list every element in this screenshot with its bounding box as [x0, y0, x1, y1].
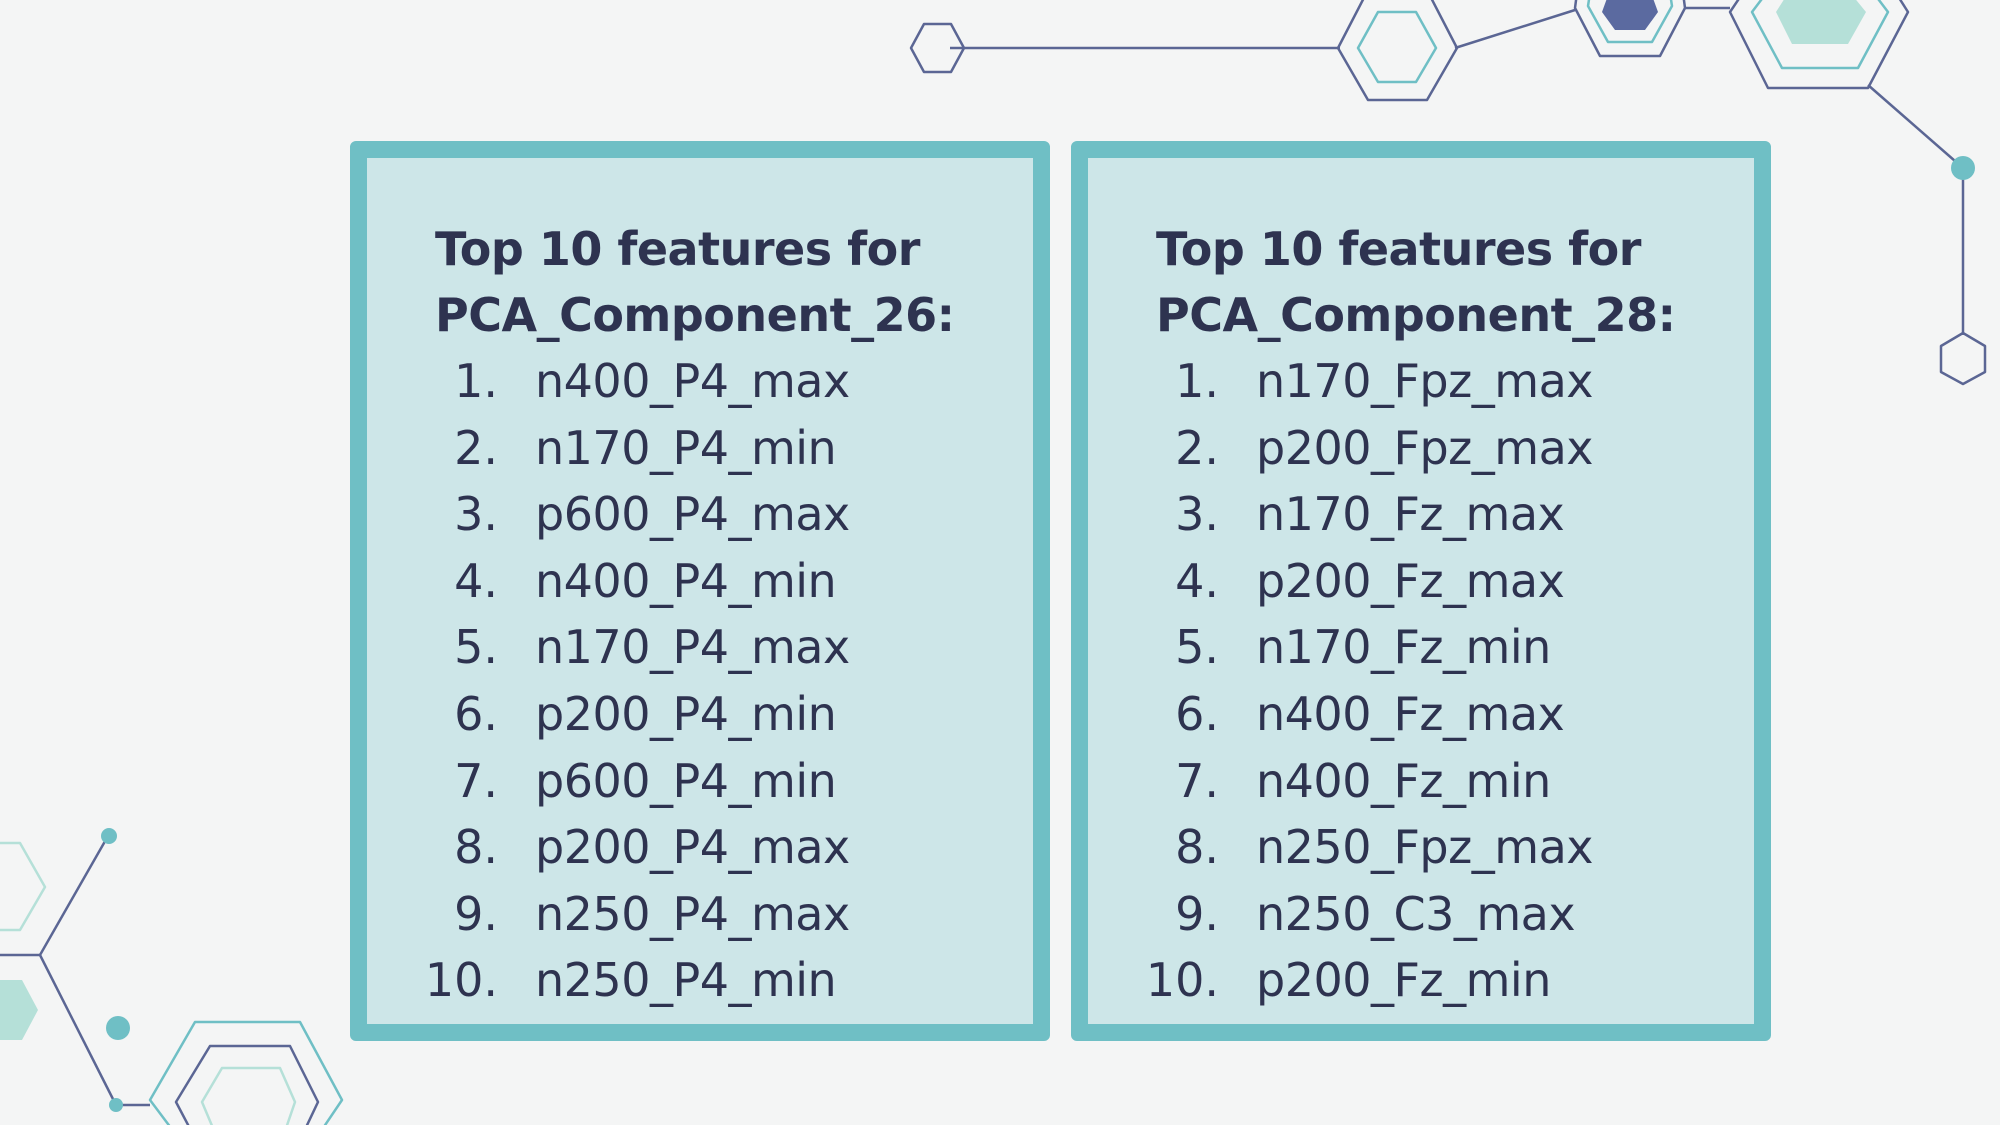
list-item-text: p200_P4_min	[535, 686, 837, 741]
list-item-text: p200_P4_max	[535, 820, 850, 875]
small-hexagon-icon	[1939, 331, 1987, 386]
list-item-number: 10.	[1145, 953, 1219, 1008]
list-item-number: 6.	[454, 686, 498, 741]
list-item-number: 2.	[454, 420, 498, 475]
card-title: Top 10 features for PCA_Component_26:	[435, 216, 955, 348]
feature-card-component-26: Top 10 features for PCA_Component_26: 1.…	[350, 141, 1050, 1041]
list-item-text: n170_P4_max	[535, 620, 850, 675]
list-item-text: n400_P4_max	[535, 354, 850, 408]
list-item-text: p600_P4_min	[535, 753, 837, 808]
list-item-number: 1.	[454, 354, 498, 408]
card-title-line-2: PCA_Component_26:	[435, 288, 955, 342]
list-item-text: n170_Fpz_max	[1256, 354, 1593, 408]
list-item-text: p200_Fpz_max	[1256, 420, 1594, 475]
hexagon-icon	[1356, 10, 1438, 84]
node-dot-icon	[101, 828, 117, 844]
list-item-number: 10.	[424, 953, 498, 1008]
filled-hexagon-icon	[1776, 0, 1866, 44]
hexagon-network-bottom-left	[0, 828, 344, 1125]
hexagon-icon	[1573, 0, 1687, 58]
list-item-text: n250_Fpz_max	[1256, 820, 1593, 875]
list-item-number: 4.	[454, 553, 498, 608]
hexagon-icon	[174, 1044, 320, 1125]
list-item-number: 9.	[454, 886, 498, 941]
list-item-number: 5.	[1175, 620, 1219, 675]
filled-hexagon-icon	[0, 980, 38, 1040]
list-item-number: 4.	[1175, 553, 1219, 608]
list-item-number: 8.	[454, 820, 498, 875]
small-hexagon-icon	[909, 22, 966, 74]
list-item-text: n400_Fz_max	[1256, 686, 1565, 741]
card-title-line-2: PCA_Component_28:	[1156, 288, 1676, 342]
list-item-number: 9.	[1175, 886, 1219, 941]
list-item-text: n250_C3_max	[1256, 886, 1576, 941]
hexagon-network-top-right	[909, 0, 1987, 386]
hexagon-icon	[200, 1066, 297, 1125]
feature-card-component-28: Top 10 features for PCA_Component_28: 1.…	[1071, 141, 1771, 1041]
card-title-line-1: Top 10 features for	[1156, 222, 1641, 276]
hexagon-icon	[1336, 0, 1459, 102]
list-item-number: 7.	[1175, 753, 1219, 808]
list-item-text: p200_Fz_max	[1256, 553, 1565, 608]
list-item-number: 1.	[1175, 354, 1219, 408]
list-item-number: 7.	[454, 753, 498, 808]
hexagon-icon	[148, 1020, 344, 1125]
hexagon-icon	[1750, 0, 1890, 70]
list-item-text: n250_P4_max	[535, 886, 850, 941]
list-item-number: 5.	[454, 620, 498, 675]
list-item-number: 2.	[1175, 420, 1219, 475]
card-title-line-1: Top 10 features for	[435, 222, 920, 276]
hexagon-icon	[0, 841, 47, 932]
list-item-text: p600_P4_max	[535, 487, 850, 542]
list-item-text: n400_P4_min	[535, 553, 837, 608]
list-item-text: n170_Fz_max	[1256, 487, 1565, 542]
node-dot-icon	[106, 1016, 130, 1040]
hexagon-icon	[1586, 0, 1674, 44]
list-item-number: 6.	[1175, 686, 1219, 741]
filled-hexagon-icon	[1602, 0, 1658, 30]
list-item-text: p200_Fz_min	[1256, 953, 1551, 1008]
card-title: Top 10 features for PCA_Component_28:	[1156, 216, 1676, 348]
list-item-number: 3.	[454, 487, 498, 542]
hexagon-icon	[1728, 0, 1910, 90]
node-dot-icon	[109, 1098, 123, 1112]
list-item-text: n170_P4_min	[535, 420, 837, 475]
node-dot-icon	[1951, 156, 1975, 180]
list-item-number: 3.	[1175, 487, 1219, 542]
list-item-text: n250_P4_min	[535, 953, 837, 1008]
list-item-number: 8.	[1175, 820, 1219, 875]
list-item-text: n400_Fz_min	[1256, 753, 1551, 808]
list-item-text: n170_Fz_min	[1256, 620, 1551, 675]
